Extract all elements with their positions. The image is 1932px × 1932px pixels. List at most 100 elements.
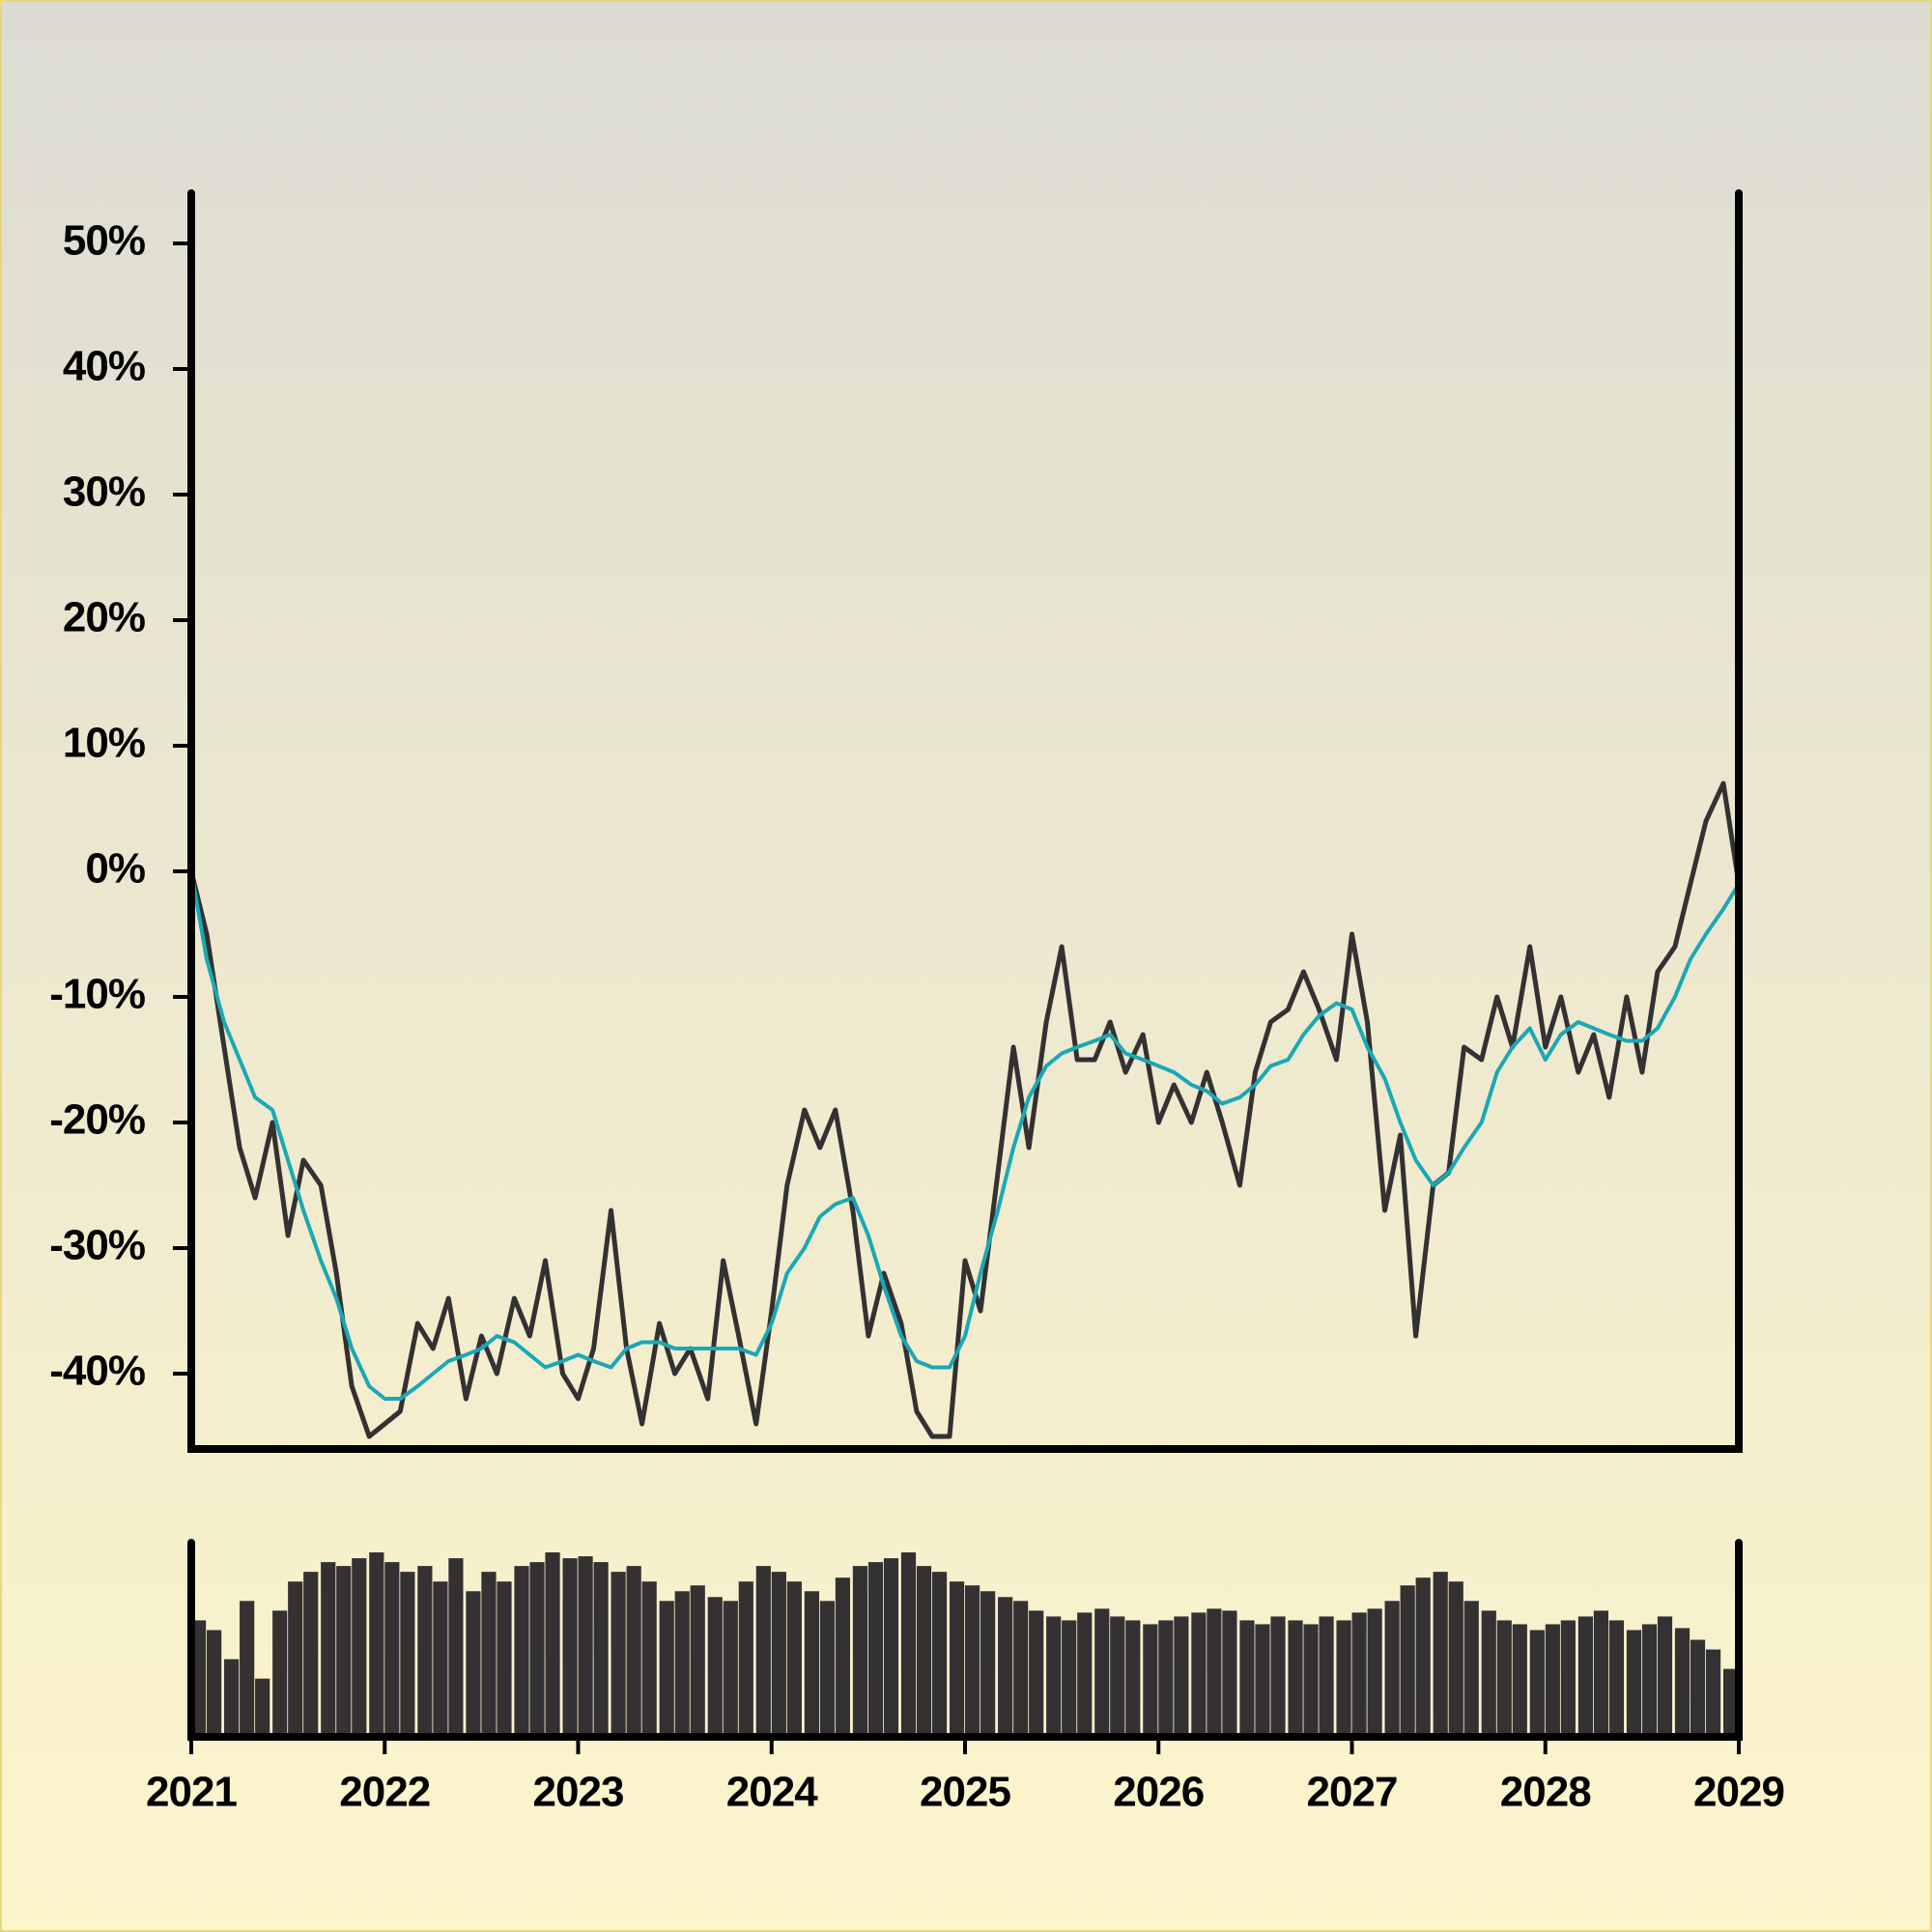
- volume-bar: [641, 1581, 657, 1737]
- volume-bar: [1158, 1620, 1174, 1737]
- volume-bar: [1062, 1620, 1077, 1737]
- volume-bar: [1222, 1610, 1237, 1737]
- volume-bar: [514, 1566, 529, 1737]
- volume-bar: [1270, 1616, 1286, 1737]
- volume-bar: [1657, 1616, 1673, 1737]
- volume-bar: [1512, 1624, 1527, 1737]
- volume-bar: [417, 1566, 433, 1737]
- volume-bar: [593, 1562, 609, 1737]
- volume-bar: [255, 1678, 270, 1737]
- volume-bar: [931, 1572, 948, 1737]
- x-tick-label: 2022: [339, 1769, 430, 1816]
- volume-bar: [1593, 1610, 1608, 1737]
- volume-bar: [1529, 1630, 1545, 1737]
- volume-bar: [400, 1572, 415, 1737]
- volume-bar: [1029, 1610, 1044, 1737]
- volume-bar: [433, 1581, 448, 1737]
- volume-bar: [883, 1558, 899, 1737]
- volume-bar: [900, 1552, 917, 1737]
- volume-bar: [1143, 1624, 1158, 1737]
- y-tick-label: -10%: [49, 971, 145, 1018]
- volume-bar: [626, 1566, 641, 1737]
- volume-bar: [545, 1552, 560, 1737]
- volume-bar: [1496, 1620, 1512, 1737]
- x-tick-label: 2021: [146, 1769, 237, 1816]
- volume-bar: [611, 1572, 626, 1737]
- x-tick-label: 2029: [1693, 1769, 1784, 1816]
- volume-bar: [1608, 1620, 1625, 1737]
- volume-bar: [481, 1572, 497, 1737]
- volume-bar: [674, 1591, 690, 1737]
- average-line: [191, 870, 1739, 1401]
- volume-bar: [980, 1591, 996, 1737]
- volume-bar: [1448, 1581, 1463, 1737]
- volume-bar: [303, 1572, 319, 1737]
- volume-bar: [723, 1601, 738, 1737]
- volume-bar: [336, 1566, 352, 1737]
- volume-bar: [195, 1620, 207, 1737]
- volume-bar: [1077, 1612, 1093, 1737]
- price-line: [191, 781, 1739, 1439]
- volume-bar: [916, 1566, 932, 1737]
- volume-bar: [1674, 1628, 1690, 1737]
- volume-bar: [690, 1585, 705, 1737]
- volume-bar: [1626, 1630, 1642, 1737]
- volume-bar: [1191, 1612, 1207, 1737]
- volume-bar: [1303, 1624, 1319, 1737]
- volume-bar: [1125, 1620, 1141, 1737]
- volume-bar: [529, 1562, 545, 1737]
- volume-bar: [1046, 1616, 1062, 1737]
- price-plot: [191, 781, 1739, 1439]
- x-tick-label: 2025: [920, 1769, 1010, 1816]
- volume-bar: [949, 1581, 965, 1737]
- volume-bar: [852, 1566, 868, 1737]
- volume-bar: [384, 1562, 400, 1737]
- y-tick-label: 30%: [63, 469, 145, 516]
- volume-bar: [578, 1556, 593, 1737]
- volume-bar: [1255, 1624, 1270, 1737]
- volume-bar: [1560, 1620, 1576, 1737]
- volume-bar: [1110, 1616, 1125, 1737]
- volume-bar: [240, 1601, 255, 1737]
- x-tick-label: 2023: [533, 1769, 624, 1816]
- volume-bar: [1094, 1608, 1110, 1737]
- volume-bar: [965, 1585, 980, 1737]
- volume-bar: [1367, 1608, 1382, 1737]
- volume-bar: [1351, 1612, 1367, 1737]
- volume-bar: [1722, 1668, 1735, 1737]
- volume-bar: [1545, 1624, 1560, 1737]
- x-tick-label: 2024: [726, 1769, 818, 1816]
- volume-bar: [288, 1581, 303, 1737]
- volume-bar: [369, 1552, 384, 1737]
- volume-bar: [738, 1581, 753, 1737]
- volume-bar: [819, 1601, 835, 1737]
- volume-bar: [786, 1581, 802, 1737]
- volume-bar: [497, 1581, 512, 1737]
- x-tick-label: 2027: [1307, 1769, 1398, 1816]
- volume-bar: [448, 1558, 464, 1737]
- volume-bar: [867, 1562, 884, 1737]
- volume-bar: [466, 1591, 481, 1737]
- volume-bar: [659, 1601, 674, 1737]
- volume-bar: [1415, 1577, 1431, 1737]
- y-tick-label: 20%: [63, 594, 145, 641]
- y-tick-label: 50%: [63, 217, 145, 265]
- volume-bar: [224, 1659, 240, 1737]
- y-tick-label: -30%: [49, 1222, 145, 1269]
- volume-bar: [771, 1572, 786, 1737]
- volume-bar: [207, 1630, 222, 1737]
- volume-bar: [1690, 1639, 1706, 1737]
- volume-bar: [1013, 1601, 1029, 1737]
- y-tick-label: 0%: [85, 845, 145, 893]
- volume-bar: [755, 1566, 771, 1737]
- volume-plot: [195, 1552, 1735, 1737]
- volume-bar: [1400, 1585, 1415, 1737]
- y-tick-label: 40%: [63, 343, 145, 390]
- volume-bar: [1336, 1620, 1351, 1737]
- volume-bar: [998, 1597, 1013, 1737]
- volume-bar: [1207, 1608, 1222, 1737]
- volume-bar: [1481, 1610, 1496, 1737]
- volume-bar: [352, 1558, 367, 1737]
- volume-bar: [1288, 1620, 1303, 1737]
